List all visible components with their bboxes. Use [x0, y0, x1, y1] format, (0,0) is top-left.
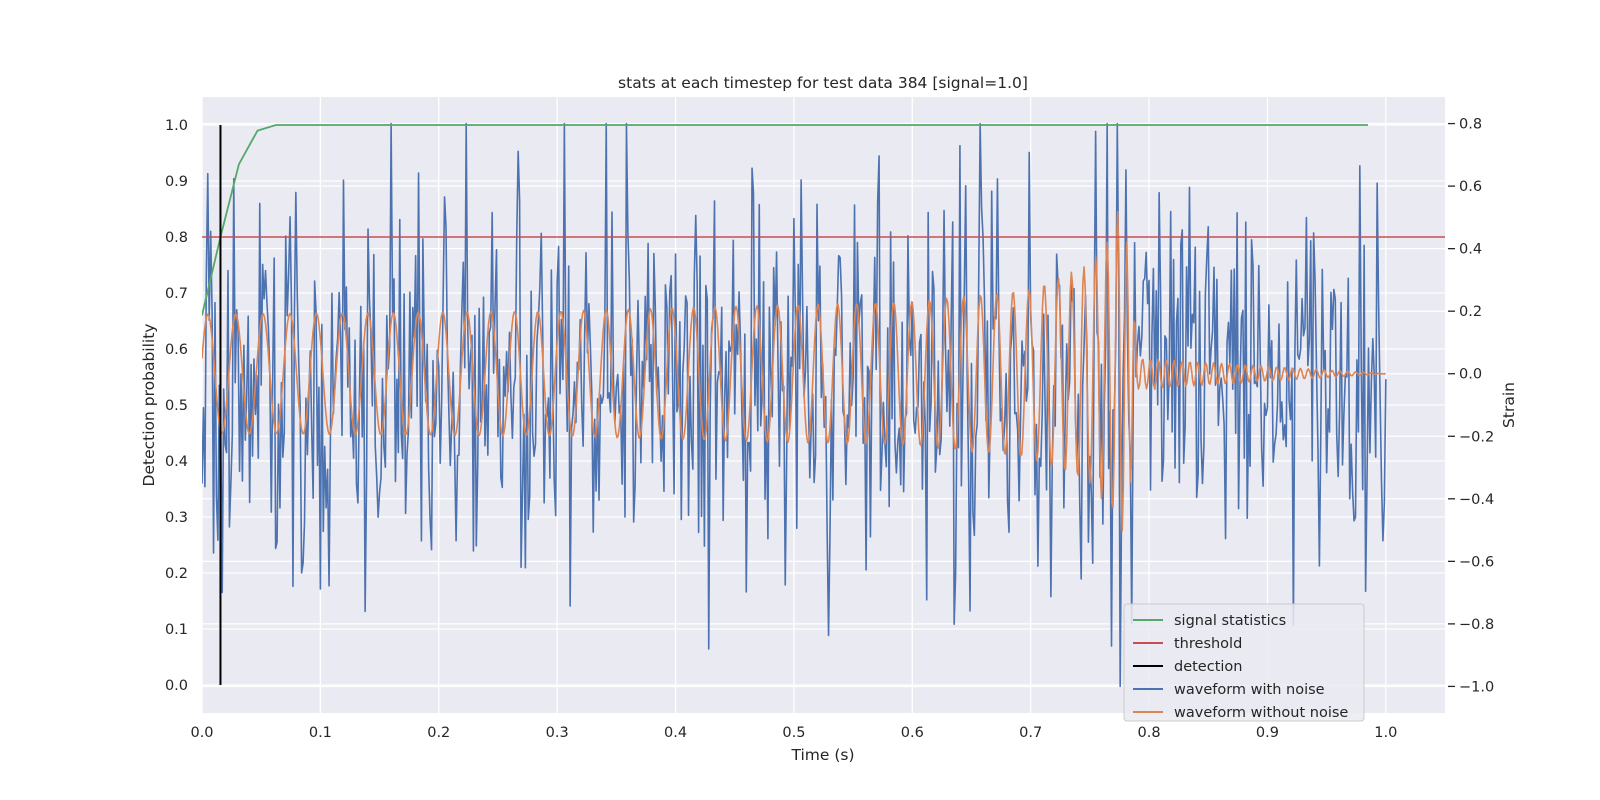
series-waveform-with-noise	[202, 122, 1387, 688]
x-tick-label: 0.1	[309, 725, 332, 741]
y-tick-label: 0.4	[165, 454, 188, 470]
legend-label: detection	[1174, 659, 1242, 675]
x-tick-label: 0.2	[427, 725, 450, 741]
y-axis-label: Detection probability	[140, 324, 158, 487]
y-tick-label: 0.2	[165, 566, 188, 582]
x-tick-label: 0.6	[901, 725, 924, 741]
y-tick-label: 0.8	[165, 230, 188, 246]
y2-tick-label: −0.2	[1459, 429, 1494, 445]
series-layer	[202, 122, 1445, 688]
x-tick-label: 0.7	[1019, 725, 1042, 741]
y2-tick-label: −1.0	[1459, 679, 1494, 695]
y-tick-label: 0.3	[165, 510, 188, 526]
y2-axis-label: Strain	[1500, 382, 1518, 428]
legend-box	[1123, 603, 1365, 722]
legend-label: waveform with noise	[1174, 682, 1325, 698]
x-tick-label: 1.0	[1374, 725, 1397, 741]
x-tick-label: 0.5	[782, 725, 805, 741]
y2-tick-label: −0.6	[1459, 554, 1494, 570]
y2-tick-label: 0.2	[1459, 304, 1482, 320]
y2-tick-label: 0.6	[1459, 179, 1482, 195]
y-tick-label: 0.7	[165, 286, 188, 302]
x-tick-label: 0.8	[1138, 725, 1161, 741]
legend: signal statistics threshold detection wavef…	[1123, 603, 1365, 722]
y-axis-ticks: 0.0 0.1 0.2 0.3 0.4 0.5 0.6 0.7 0.8 0.9 1.0	[165, 118, 188, 694]
y-tick-label: 0.6	[165, 342, 188, 358]
x-tick-label: 0.3	[546, 725, 569, 741]
y-tick-label: 1.0	[165, 118, 188, 134]
y-tick-label: 0.5	[165, 398, 188, 414]
y2-tick-label: 0.4	[1459, 242, 1482, 258]
y2-tick-label: −0.4	[1459, 492, 1494, 508]
x-tick-label: 0.9	[1256, 725, 1279, 741]
y-tick-label: 0.1	[165, 622, 188, 638]
series-signal-statistics	[202, 124, 1369, 316]
y2-axis-ticks: 0.8 0.6 0.4 0.2 0.0 −0.2 −0.4 −0.6 −0.8 −1.0	[1448, 117, 1494, 695]
x-axis-ticks: 0.0 0.1 0.2 0.3 0.4 0.5 0.6 0.7 0.8 0.9 1.0	[190, 725, 1397, 741]
y-tick-label: 0.0	[165, 678, 188, 694]
x-tick-label: 0.4	[664, 725, 687, 741]
x-tick-label: 0.0	[190, 725, 213, 741]
legend-label: waveform without noise	[1174, 705, 1348, 721]
x-axis-label: Time (s)	[790, 746, 854, 764]
legend-label: threshold	[1174, 636, 1242, 652]
chart-title: stats at each timestep for test data 384…	[618, 74, 1028, 92]
y2-tick-label: −0.8	[1459, 617, 1494, 633]
legend-label: signal statistics	[1174, 613, 1286, 629]
y2-tick-label: 0.0	[1459, 367, 1482, 383]
series-waveform-without-noise	[202, 210, 1386, 532]
y-tick-label: 0.9	[165, 174, 188, 190]
y2-tick-label: 0.8	[1459, 117, 1482, 133]
